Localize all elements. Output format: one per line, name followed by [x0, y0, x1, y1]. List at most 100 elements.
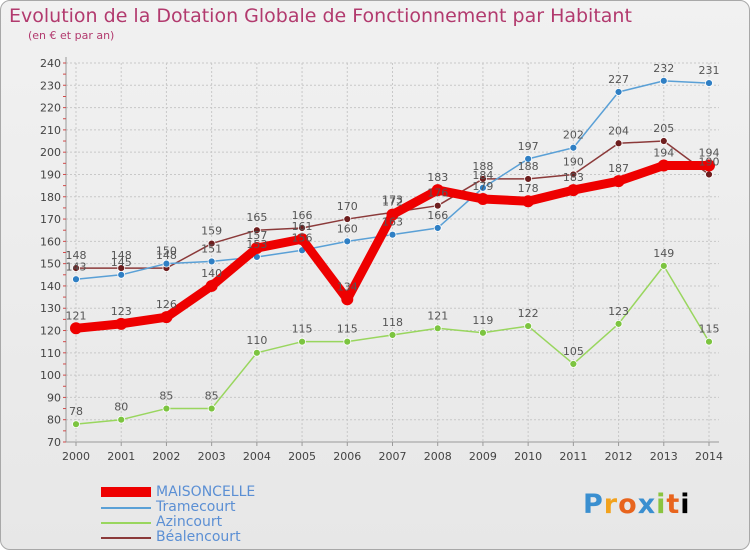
x-tick-label-2012: 2012 [605, 450, 633, 463]
legend-swatch-maisoncelle [101, 487, 151, 497]
point-balencourt-2009 [479, 175, 487, 183]
data-label-azincourt-2005: 115 [292, 323, 313, 336]
data-label-balencourt-2014: 190 [699, 155, 720, 168]
data-label-azincourt-2012: 123 [608, 305, 629, 318]
legend-swatch-tramecourt [101, 507, 151, 509]
data-label-azincourt-2003: 85 [205, 390, 219, 403]
data-label-tramecourt-2011: 202 [563, 129, 584, 142]
legend-label-maisoncelle: MAISONCELLE [156, 484, 256, 500]
data-label-balencourt-2008: 176 [427, 187, 448, 200]
data-label-maisoncelle-2005: 161 [292, 220, 313, 233]
x-tick-label-2014: 2014 [695, 450, 723, 463]
data-label-maisoncelle-2012: 187 [608, 162, 629, 175]
legend-label-bealencourt: Béalencourt [156, 529, 241, 545]
x-tick-label-2013: 2013 [650, 450, 678, 463]
x-tick-label-2006: 2006 [333, 450, 361, 463]
x-tick-label-2004: 2004 [243, 450, 271, 463]
point-maisoncelle-2011 [567, 184, 580, 197]
legend-item-tramecourt: Tramecourt [101, 500, 301, 515]
point-balencourt-2012 [614, 139, 623, 148]
data-label-azincourt-2010: 122 [518, 307, 539, 320]
point-maisoncelle-2004 [250, 242, 263, 255]
point-maisoncelle-2000 [70, 322, 82, 335]
data-label-tramecourt-2008: 166 [427, 209, 448, 222]
x-tick-label-2008: 2008 [424, 450, 452, 463]
point-tramecourt-2002 [162, 259, 171, 268]
data-label-maisoncelle-2002: 126 [156, 298, 177, 311]
data-label-maisoncelle-2009: 179 [472, 180, 493, 193]
legend-swatch-bealencourt [101, 537, 151, 539]
data-label-tramecourt-2003: 151 [201, 242, 222, 255]
data-label-tramecourt-2013: 232 [653, 62, 674, 75]
y-tick-label-180: 180 [40, 191, 61, 204]
x-tick-label-2005: 2005 [288, 450, 316, 463]
data-label-maisoncelle-2010: 178 [518, 182, 539, 195]
data-label-balencourt-2005: 166 [292, 209, 313, 222]
y-tick-label-170: 170 [40, 213, 61, 226]
data-label-azincourt-2008: 121 [427, 309, 448, 322]
data-label-azincourt-2007: 118 [382, 316, 403, 329]
point-azincourt-2003 [207, 404, 216, 413]
data-label-balencourt-2009: 188 [472, 160, 493, 173]
point-balencourt-2008 [433, 201, 442, 210]
data-label-maisoncelle-2001: 123 [111, 305, 132, 318]
point-maisoncelle-2010 [522, 195, 535, 208]
data-label-maisoncelle-2008: 183 [427, 171, 448, 184]
x-tick-label-2011: 2011 [559, 450, 587, 463]
point-maisoncelle-2006 [341, 293, 354, 306]
point-balencourt-2013 [659, 137, 668, 145]
point-maisoncelle-2003 [205, 279, 218, 292]
data-label-maisoncelle-2000: 121 [66, 309, 87, 322]
point-balencourt-2010 [524, 175, 533, 183]
point-tramecourt-2006 [343, 237, 352, 246]
point-balencourt-2003 [207, 239, 216, 248]
data-label-azincourt-2000: 78 [69, 405, 83, 418]
data-label-tramecourt-2004: 153 [246, 238, 267, 251]
y-tick-label-200: 200 [40, 146, 61, 159]
point-tramecourt-2011 [569, 143, 578, 152]
data-label-balencourt-2002: 148 [156, 249, 177, 262]
point-azincourt-2008 [433, 324, 442, 333]
point-balencourt-2006 [343, 215, 352, 223]
y-tick-label-130: 130 [40, 302, 61, 315]
data-label-tramecourt-2007: 163 [382, 216, 403, 229]
data-label-balencourt-2011: 190 [563, 155, 584, 168]
point-maisoncelle-2008 [431, 184, 444, 197]
data-label-maisoncelle-2013: 194 [653, 147, 674, 160]
point-azincourt-2011 [569, 360, 578, 368]
brand-logo: Proxiti [583, 489, 691, 520]
point-tramecourt-2003 [207, 257, 216, 266]
point-tramecourt-2012 [614, 88, 623, 96]
point-azincourt-2007 [388, 331, 397, 339]
data-label-tramecourt-2014: 231 [699, 64, 720, 77]
y-tick-label-70: 70 [47, 436, 61, 449]
data-label-balencourt-2004: 165 [246, 211, 267, 224]
data-label-tramecourt-2005: 156 [292, 231, 313, 244]
point-tramecourt-2010 [524, 154, 533, 163]
data-label-maisoncelle-2011: 183 [563, 171, 584, 184]
data-label-balencourt-2006: 170 [337, 200, 358, 213]
data-label-balencourt-2001: 148 [111, 249, 132, 262]
y-tick-label-230: 230 [40, 79, 61, 92]
y-tick-label-90: 90 [47, 391, 61, 404]
data-label-tramecourt-2010: 197 [518, 140, 539, 153]
point-azincourt-2001 [117, 415, 126, 424]
data-label-tramecourt-2002: 150 [156, 245, 177, 258]
point-balencourt-2014 [705, 170, 713, 179]
point-balencourt-2000 [72, 264, 80, 273]
chart-subtitle: (en € et par an) [28, 29, 115, 42]
legend-swatch-azincourt [101, 522, 151, 524]
legend: MAISONCELLE Tramecourt Azincourt Béalenc… [101, 485, 301, 545]
data-label-maisoncelle-2014: 194 [699, 147, 720, 160]
point-tramecourt-2008 [433, 224, 442, 232]
point-azincourt-2012 [614, 319, 623, 328]
point-tramecourt-2001 [117, 270, 126, 279]
x-tick-label-2009: 2009 [469, 450, 497, 463]
y-tick-label-190: 190 [40, 168, 61, 181]
point-azincourt-2005 [298, 337, 306, 346]
data-label-balencourt-2010: 188 [518, 160, 539, 173]
data-label-maisoncelle-2004: 157 [246, 229, 267, 242]
chart-title: Evolution de la Dotation Globale de Fonc… [9, 5, 632, 27]
point-maisoncelle-2007 [386, 208, 399, 221]
